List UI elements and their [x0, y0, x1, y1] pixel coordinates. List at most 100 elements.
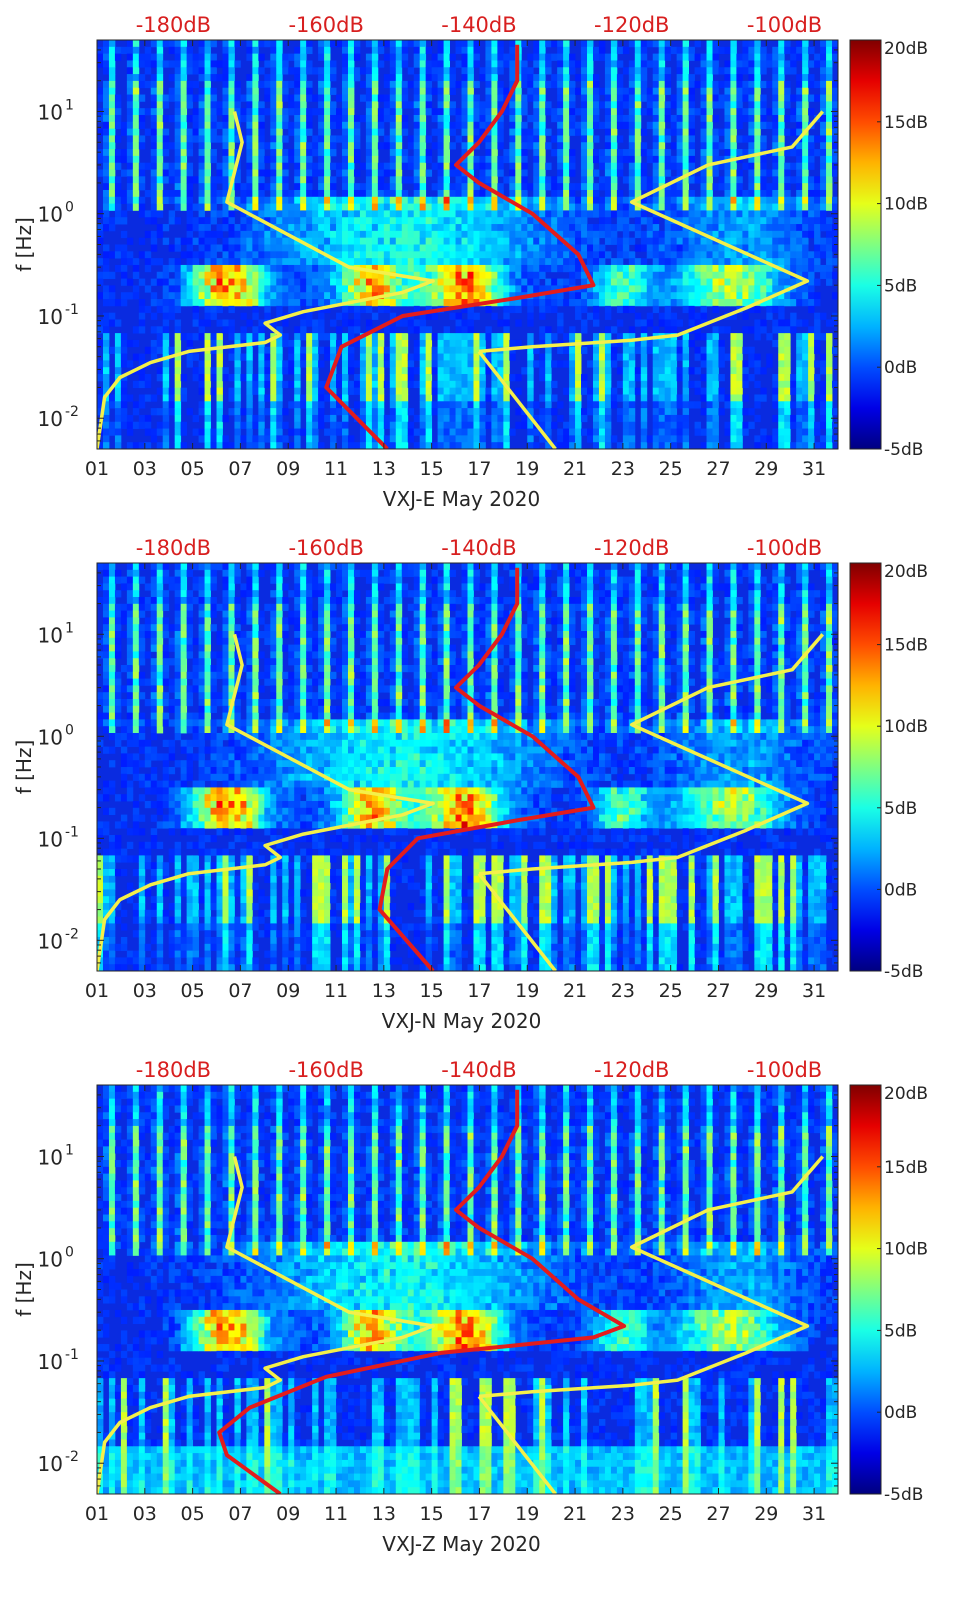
heatmap-cell [228, 74, 235, 82]
heatmap-cell [383, 264, 391, 273]
heatmap-cell [437, 271, 444, 279]
heatmap-cell [407, 142, 415, 150]
heatmap-cell [150, 244, 158, 252]
heatmap-cell [455, 285, 462, 293]
heatmap-cell [485, 333, 492, 341]
heatmap-cell [437, 435, 444, 443]
heatmap-cell [401, 46, 409, 55]
heatmap-cell [342, 237, 349, 245]
heatmap-cell [592, 121, 600, 130]
heatmap-cell [425, 169, 433, 177]
heatmap-cell [718, 101, 725, 109]
heatmap-cell [551, 176, 558, 184]
heatmap-cell [658, 414, 666, 423]
heatmap-cell [706, 67, 713, 75]
heatmap-cell [312, 224, 319, 232]
heatmap-cell [342, 442, 349, 449]
heatmap-cell [180, 176, 188, 184]
heatmap-cell [694, 176, 701, 184]
heatmap-cell [688, 312, 695, 320]
heatmap-cell [712, 94, 719, 102]
heatmap-cell [347, 387, 355, 395]
heatmap-cell [162, 428, 170, 436]
heatmap-cell [682, 196, 690, 204]
heatmap-cell [479, 339, 486, 348]
heatmap-cell [497, 67, 504, 75]
heatmap-cell [365, 101, 373, 109]
heatmap-cell [258, 176, 265, 184]
heatmap-cell [270, 408, 277, 416]
heatmap-cell [455, 196, 462, 204]
heatmap-cell [467, 121, 474, 130]
heatmap-cell [688, 230, 695, 239]
heatmap-cell [479, 101, 486, 109]
heatmap-cell [425, 339, 433, 348]
heatmap-cell [234, 278, 241, 286]
heatmap-cell [497, 285, 504, 293]
heatmap-cell [306, 67, 313, 75]
heatmap-cell [377, 414, 385, 423]
heatmap-cell [694, 326, 701, 334]
heatmap-cell [204, 258, 211, 266]
heatmap-cell [497, 428, 504, 436]
heatmap-cell [102, 210, 110, 218]
heatmap-cell [216, 258, 223, 266]
heatmap-cell [658, 87, 666, 95]
heatmap-cell [706, 374, 713, 382]
heatmap-cell [563, 108, 570, 116]
heatmap-cell [97, 114, 104, 123]
heatmap-cell [222, 367, 229, 375]
heatmap-cell [330, 203, 337, 211]
heatmap-cell [246, 367, 253, 375]
heatmap-cell [467, 421, 474, 429]
heatmap-cell [563, 346, 570, 354]
heatmap-cell [443, 94, 450, 102]
heatmap-cell [312, 196, 319, 204]
heatmap-cell [431, 210, 439, 218]
heatmap-cell [718, 264, 725, 273]
heatmap-cell [276, 421, 283, 429]
heatmap-cell [473, 435, 480, 443]
heatmap-cell [306, 189, 313, 198]
heatmap-cell [563, 333, 570, 341]
heatmap-cell [156, 189, 164, 198]
heatmap-cell [294, 414, 301, 423]
heatmap-cell [431, 346, 439, 354]
heatmap-cell [598, 162, 606, 170]
heatmap-cell [682, 408, 690, 416]
heatmap-cell [270, 87, 277, 95]
heatmap-cell [455, 60, 462, 68]
heatmap-cell [664, 67, 672, 75]
heatmap-cell [563, 128, 570, 136]
heatmap-cell [144, 53, 152, 61]
heatmap-cell [670, 121, 678, 130]
heatmap-cell [156, 121, 164, 130]
heatmap-cell [467, 346, 474, 354]
heatmap-cell [706, 421, 713, 429]
heatmap-cell [138, 176, 146, 184]
heatmap-cell [628, 60, 636, 68]
heatmap-cell [569, 183, 576, 191]
heatmap-cell [210, 339, 217, 348]
heatmap-cell [102, 264, 110, 273]
heatmap-cell [652, 203, 660, 211]
heatmap-cell [228, 155, 235, 164]
heatmap-cell [575, 264, 582, 273]
heatmap-cell [102, 258, 110, 266]
heatmap-cell [353, 169, 361, 177]
heatmap-cell [180, 421, 188, 429]
heatmap-cell [102, 169, 110, 177]
heatmap-cell [252, 142, 259, 150]
heatmap-cell [383, 142, 391, 150]
heatmap-cell [192, 203, 199, 211]
heatmap-cell [228, 346, 235, 354]
heatmap-cell [383, 237, 391, 245]
heatmap-cell [700, 360, 707, 368]
heatmap-cell [473, 210, 480, 218]
heatmap-cell [288, 367, 295, 375]
heatmap-cell [371, 196, 379, 204]
heatmap-cell [670, 353, 678, 361]
heatmap-cell [228, 278, 235, 286]
heatmap-cell [383, 326, 391, 334]
heatmap-cell [515, 155, 522, 164]
